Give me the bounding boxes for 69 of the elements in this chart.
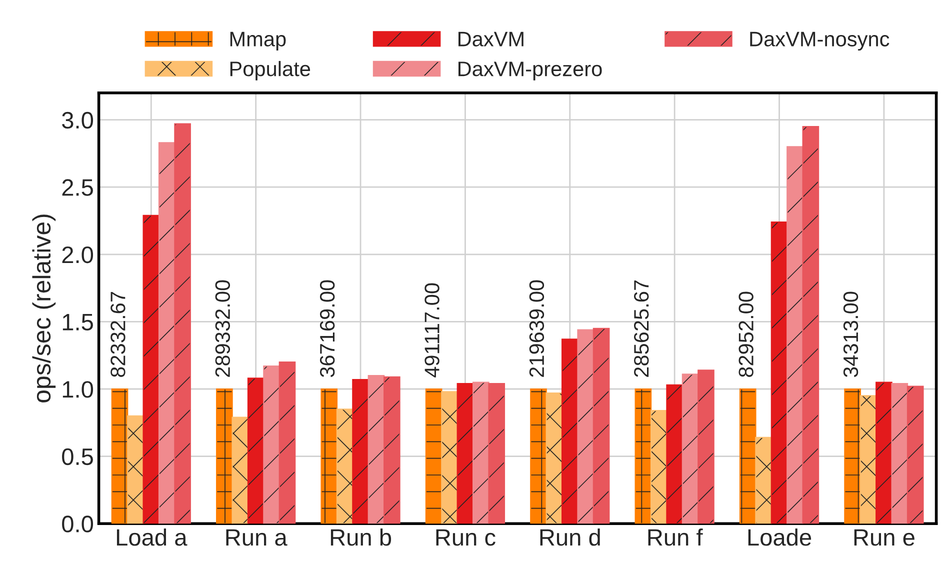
legend-label: Populate: [230, 60, 310, 80]
bar: [247, 378, 264, 524]
bar: [802, 126, 820, 524]
x-tick-label: Loade: [748, 528, 812, 546]
bar: [666, 384, 683, 524]
legend-label: DaxVM-nosync: [750, 32, 890, 51]
bar: [111, 388, 128, 524]
bar: [906, 386, 924, 524]
annotation: 491117.00: [424, 283, 440, 378]
bar: [592, 328, 610, 524]
bar: [770, 222, 788, 524]
x-tick-label: Run c: [436, 529, 496, 546]
bar: [546, 392, 563, 524]
bar: [263, 366, 280, 524]
bar: [441, 391, 458, 524]
legend-label: DaxVM: [458, 32, 524, 46]
bar: [844, 388, 861, 524]
bar: [456, 383, 474, 524]
bar: [232, 416, 249, 524]
bar: [876, 382, 892, 524]
bar: [158, 142, 176, 524]
y-axis-title: ops/sec (relative): [32, 214, 56, 402]
bar: [320, 388, 338, 524]
bar: [577, 329, 594, 524]
annotation: 367169.00: [320, 280, 335, 378]
y-tick-label: 3.0: [62, 112, 94, 129]
legend-label: Mmap: [230, 32, 286, 51]
bar: [650, 410, 668, 524]
annotation: 289332.00: [215, 280, 230, 377]
y-tick-label: 0.5: [62, 448, 93, 466]
x-tick-label: Run a: [226, 529, 288, 546]
bar: [786, 146, 804, 524]
bar: [336, 408, 354, 524]
bar: [472, 382, 490, 524]
annotation: 82332.67: [110, 292, 126, 377]
bar: [278, 362, 296, 524]
bar: [860, 395, 877, 524]
x-tick-label: Run f: [648, 528, 703, 546]
bar: [174, 123, 191, 524]
bar: [352, 379, 369, 524]
annotation: 34313.00: [843, 292, 858, 378]
legend-label: DaxVM-prezero: [458, 62, 602, 80]
annotation: 82952.00: [738, 292, 754, 377]
x-tick-label: Run e: [854, 529, 914, 546]
y-tick-label: 2.0: [62, 246, 94, 264]
annotation: 285625.67: [634, 280, 649, 377]
y-tick-label: 0.0: [62, 516, 94, 532]
bar: [682, 374, 699, 524]
bar: [530, 388, 547, 524]
y-tick-label: 1.5: [62, 314, 93, 330]
bar: [142, 214, 160, 524]
x-tick-label: Run b: [330, 528, 392, 546]
bar: [634, 388, 652, 524]
x-tick-label: Run d: [540, 528, 600, 546]
bar: [216, 388, 233, 524]
bar: [127, 415, 144, 524]
y-tick-label: 1.0: [62, 381, 94, 398]
bar: [488, 383, 506, 524]
bar: [384, 376, 400, 524]
annotation: 219639.00: [529, 280, 544, 377]
bar: [739, 388, 756, 524]
bar: [891, 383, 908, 524]
bar: [698, 370, 714, 524]
bar: [368, 374, 385, 524]
bar: [425, 388, 442, 524]
x-tick-label: Load a: [116, 528, 188, 546]
y-tick-label: 2.5: [62, 179, 93, 196]
bar: [755, 436, 772, 524]
bar: [561, 338, 578, 524]
